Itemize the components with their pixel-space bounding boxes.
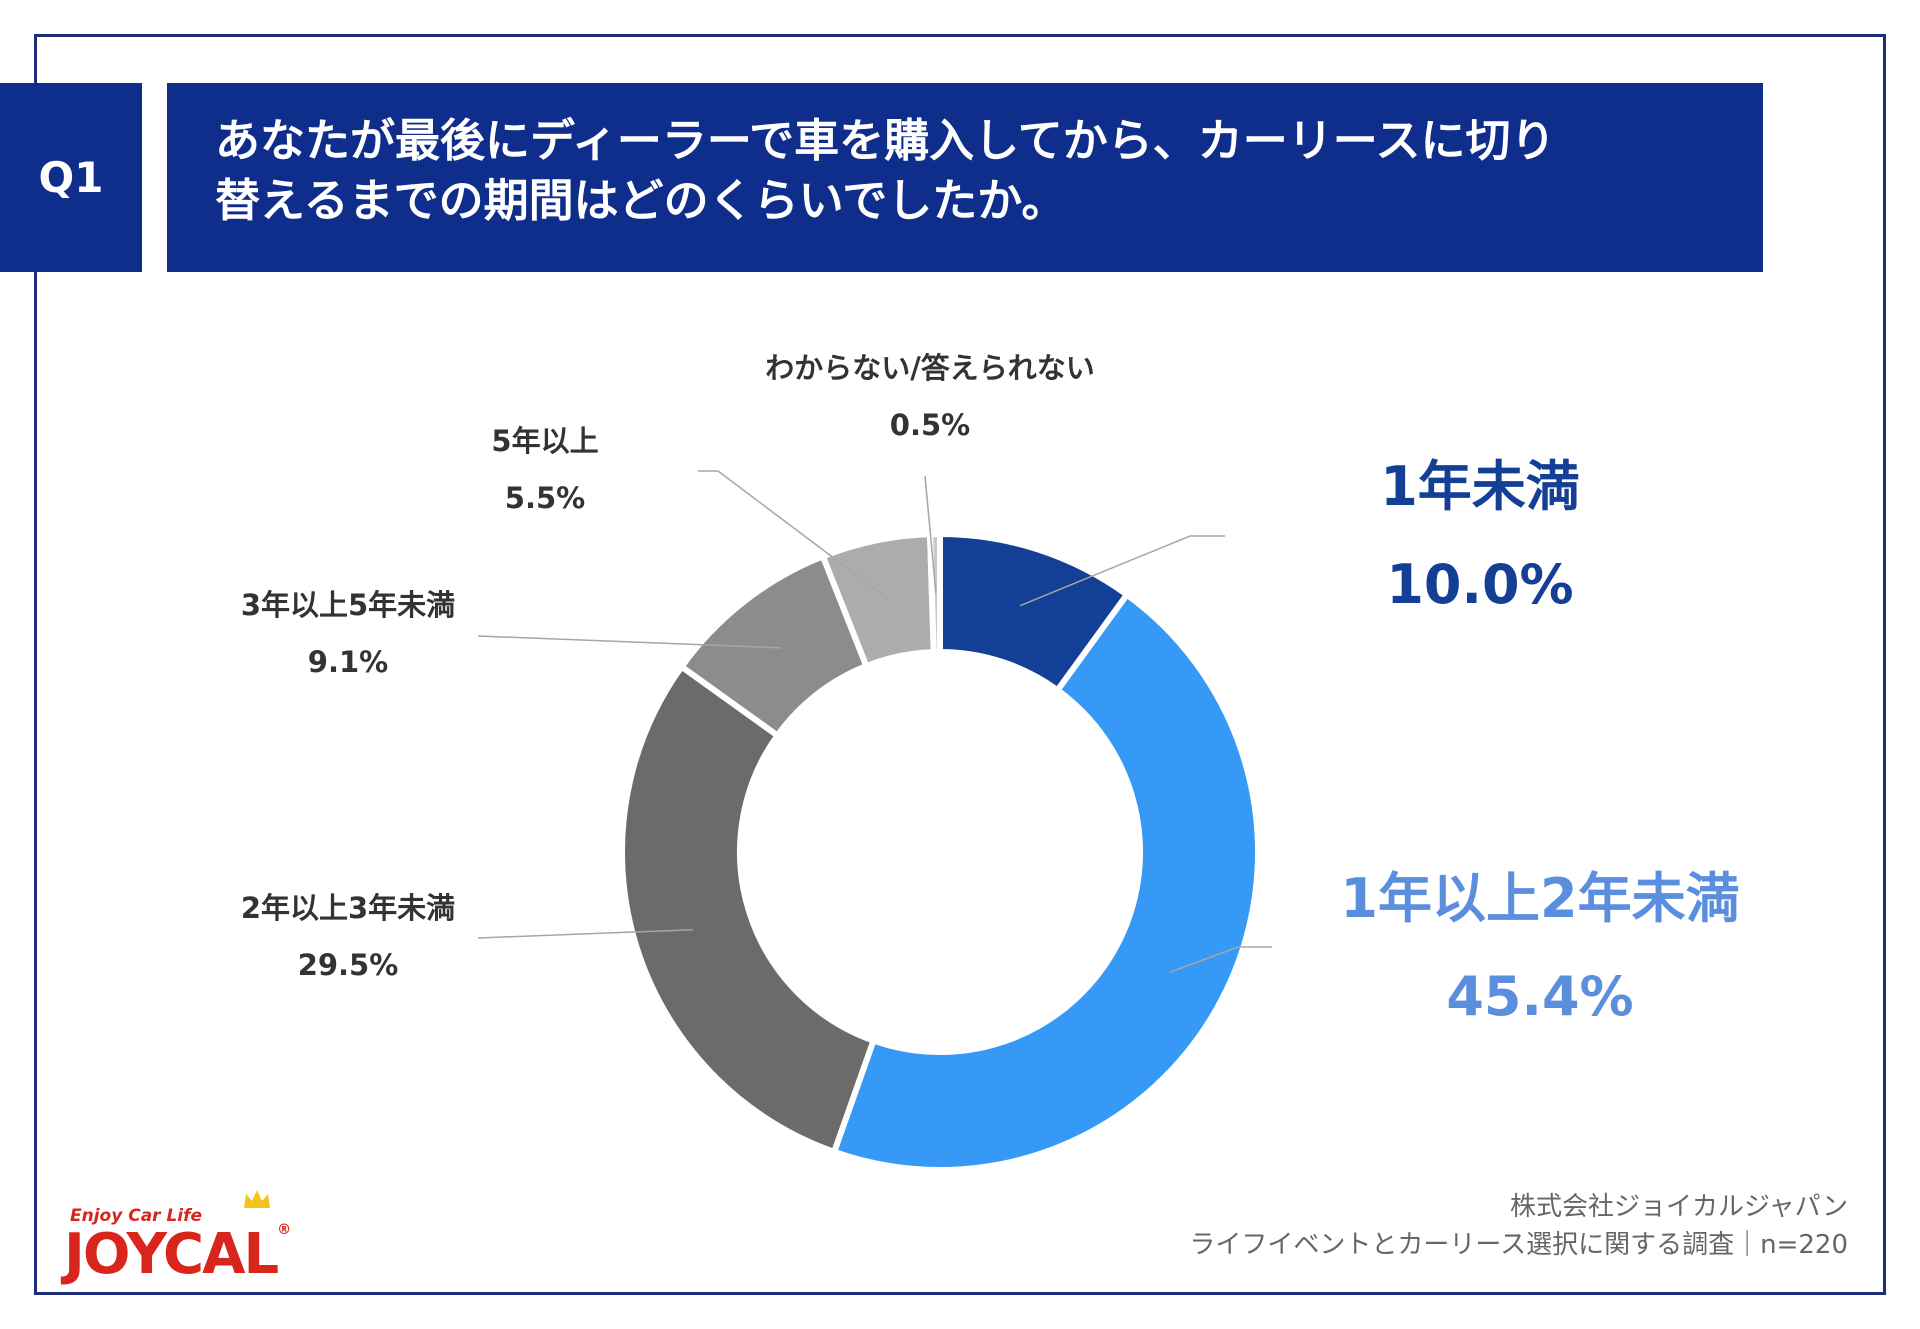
survey-info: ライフイベントとカーリース選択に関する調査｜n=220 <box>1189 1230 1848 1260</box>
leader-lines <box>477 470 1272 974</box>
label-under1: 1年未満 10.0% <box>1300 438 1660 634</box>
leader-under1 <box>1019 535 1225 607</box>
label-unknown-value: 0.5% <box>889 408 971 442</box>
label-unknown-name: わからない/答えられない <box>765 351 1095 385</box>
label-1to2-name: 1年以上2年未満 <box>1340 867 1740 930</box>
slide-frame <box>34 34 1886 1295</box>
registered-mark: ® <box>277 1222 291 1238</box>
source-note: 株式会社ジョイカルジャパン ライフイベントとカーリース選択に関する調査｜n=22… <box>1189 1188 1848 1264</box>
label-under1-value: 10.0% <box>1386 553 1574 616</box>
label-1to2: 1年以上2年未満 45.4% <box>1290 850 1790 1046</box>
label-2to3-value: 29.5% <box>297 948 399 982</box>
slice-2to3 <box>619 662 878 1156</box>
label-3to5-name: 3年以上5年未満 <box>240 588 456 622</box>
leader-unknown <box>924 475 937 594</box>
question-line-1: あなたが最後にディーラーで車を購入してから、カーリースに切り <box>215 114 1556 167</box>
joycal-logo: Enjoy Car Life JOYCAL® <box>64 1188 334 1287</box>
logo-brand: JOYCAL <box>64 1222 279 1287</box>
label-3to5-value: 9.1% <box>307 645 389 679</box>
donut-slices <box>619 530 1261 1173</box>
label-1to2-value: 45.4% <box>1446 965 1634 1028</box>
leader-5plus <box>698 470 888 599</box>
leader-1to2 <box>1169 946 1272 974</box>
label-unknown: わからない/答えられない 0.5% <box>650 340 1210 454</box>
leader-2to3 <box>477 928 693 939</box>
label-5plus: 5年以上 5.5% <box>420 413 670 527</box>
label-5plus-name: 5年以上 <box>491 424 599 458</box>
logo-wordmark: JOYCAL® <box>64 1222 291 1287</box>
label-5plus-value: 5.5% <box>504 481 586 515</box>
question-badge: Q1 <box>0 83 142 272</box>
question-line-2: 替えるまでの期間はどのくらいでしたか。 <box>215 174 1067 227</box>
leader-3to5 <box>477 635 781 649</box>
slice-1to2 <box>830 590 1261 1173</box>
label-under1-name: 1年未満 <box>1380 455 1580 518</box>
label-3to5: 3年以上5年未満 9.1% <box>198 577 498 691</box>
crown-icon <box>244 1190 270 1208</box>
question-title: あなたが最後にディーラーで車を購入してから、カーリースに切り 替えるまでの期間は… <box>167 83 1763 272</box>
label-2to3-name: 2年以上3年未満 <box>240 891 456 925</box>
logo-tagline: Enjoy Car Life <box>70 1206 203 1226</box>
label-2to3: 2年以上3年未満 29.5% <box>198 880 498 994</box>
company-name: 株式会社ジョイカルジャパン <box>1509 1192 1848 1222</box>
